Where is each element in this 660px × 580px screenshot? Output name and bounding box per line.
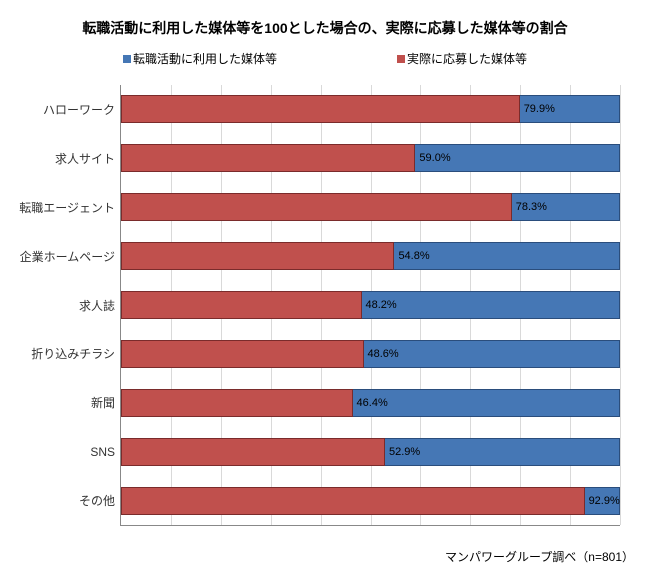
- source-note: マンパワーグループ調べ（n=801）: [10, 548, 634, 565]
- bar-applied: [121, 193, 512, 221]
- legend-swatch-used: [123, 55, 131, 63]
- bar-applied: [121, 144, 415, 172]
- value-label: 54.8%: [398, 250, 429, 262]
- plot-area: ハローワーク79.9%求人サイト59.0%転職エージェント78.3%企業ホームペ…: [120, 85, 620, 526]
- value-label: 92.9%: [589, 495, 620, 507]
- bar-row: 新聞46.4%: [121, 378, 620, 427]
- value-label: 52.9%: [389, 446, 420, 458]
- value-label: 78.3%: [516, 201, 547, 213]
- bar-track: 46.4%: [121, 389, 620, 417]
- bar-applied: [121, 438, 385, 466]
- bar-row: 求人誌48.2%: [121, 281, 620, 330]
- bar-applied: [121, 291, 362, 319]
- value-label: 59.0%: [419, 152, 450, 164]
- bar-track: 48.6%: [121, 340, 620, 368]
- legend-label-applied: 実際に応募した媒体等: [407, 50, 527, 67]
- bar-track: 92.9%: [121, 487, 620, 515]
- legend-label-used: 転職活動に利用した媒体等: [133, 50, 277, 67]
- bar-row: 折り込みチラシ48.6%: [121, 329, 620, 378]
- value-label: 48.6%: [368, 348, 399, 360]
- category-label: 新聞: [10, 394, 121, 411]
- category-label: SNS: [10, 445, 121, 459]
- legend-swatch-applied: [397, 55, 405, 63]
- category-label: ハローワーク: [10, 101, 121, 118]
- grid-line: [620, 85, 621, 525]
- bar-row: 求人サイト59.0%: [121, 134, 620, 183]
- category-label: 求人誌: [10, 297, 121, 314]
- chart-container: 転職活動に利用した媒体等を100とした場合の、実際に応募した媒体等の割合 転職活…: [0, 0, 660, 580]
- value-label: 46.4%: [357, 397, 388, 409]
- bar-track: 79.9%: [121, 95, 620, 123]
- bar-row: ハローワーク79.9%: [121, 85, 620, 134]
- bar-track: 59.0%: [121, 144, 620, 172]
- bar-row: 企業ホームページ54.8%: [121, 232, 620, 281]
- category-label: その他: [10, 492, 121, 509]
- bar-track: 78.3%: [121, 193, 620, 221]
- legend-item-applied: 実際に応募した媒体等: [397, 50, 527, 67]
- bar-applied: [121, 389, 353, 417]
- bar-row: その他92.9%: [121, 476, 620, 525]
- bar-track: 52.9%: [121, 438, 620, 466]
- legend-item-used: 転職活動に利用した媒体等: [123, 50, 277, 67]
- legend: 転職活動に利用した媒体等 実際に応募した媒体等: [10, 50, 640, 67]
- value-label: 48.2%: [366, 299, 397, 311]
- bar-applied: [121, 95, 520, 123]
- chart-title: 転職活動に利用した媒体等を100とした場合の、実際に応募した媒体等の割合: [10, 18, 640, 38]
- category-label: 企業ホームページ: [10, 248, 121, 265]
- bar-rows: ハローワーク79.9%求人サイト59.0%転職エージェント78.3%企業ホームペ…: [121, 85, 620, 525]
- value-label: 79.9%: [524, 103, 555, 115]
- category-label: 折り込みチラシ: [10, 345, 121, 362]
- bar-row: SNS52.9%: [121, 427, 620, 476]
- category-label: 転職エージェント: [10, 199, 121, 216]
- bar-applied: [121, 242, 394, 270]
- bar-applied: [121, 487, 585, 515]
- category-label: 求人サイト: [10, 150, 121, 167]
- bar-track: 48.2%: [121, 291, 620, 319]
- bar-track: 54.8%: [121, 242, 620, 270]
- bar-row: 転職エージェント78.3%: [121, 183, 620, 232]
- bar-applied: [121, 340, 364, 368]
